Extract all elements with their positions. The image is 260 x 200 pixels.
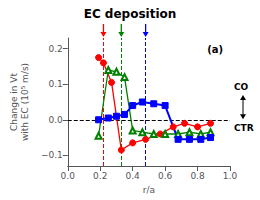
- svg-text:0.2: 0.2: [93, 171, 107, 181]
- svg-text:0.6: 0.6: [158, 171, 173, 181]
- svg-text:(a): (a): [207, 44, 223, 55]
- svg-text:0.2: 0.2: [48, 44, 62, 54]
- svg-text:CTR: CTR: [234, 123, 254, 133]
- svg-text:EC deposition: EC deposition: [84, 7, 177, 21]
- svg-text:0.1: 0.1: [48, 79, 62, 89]
- svg-text:0.0: 0.0: [48, 115, 63, 125]
- svg-text:1.0: 1.0: [223, 171, 238, 181]
- svg-text:CO: CO: [234, 82, 249, 92]
- svg-text:0.4: 0.4: [125, 171, 140, 181]
- svg-text:0.0: 0.0: [61, 171, 76, 181]
- svg-text:r/a: r/a: [143, 185, 155, 195]
- svg-text:−0.1: −0.1: [41, 150, 63, 160]
- svg-text:with EC (10⁵ m/s): with EC (10⁵ m/s): [20, 63, 30, 141]
- svg-text:Change in Vt: Change in Vt: [9, 72, 19, 131]
- svg-text:0.8: 0.8: [190, 171, 205, 181]
